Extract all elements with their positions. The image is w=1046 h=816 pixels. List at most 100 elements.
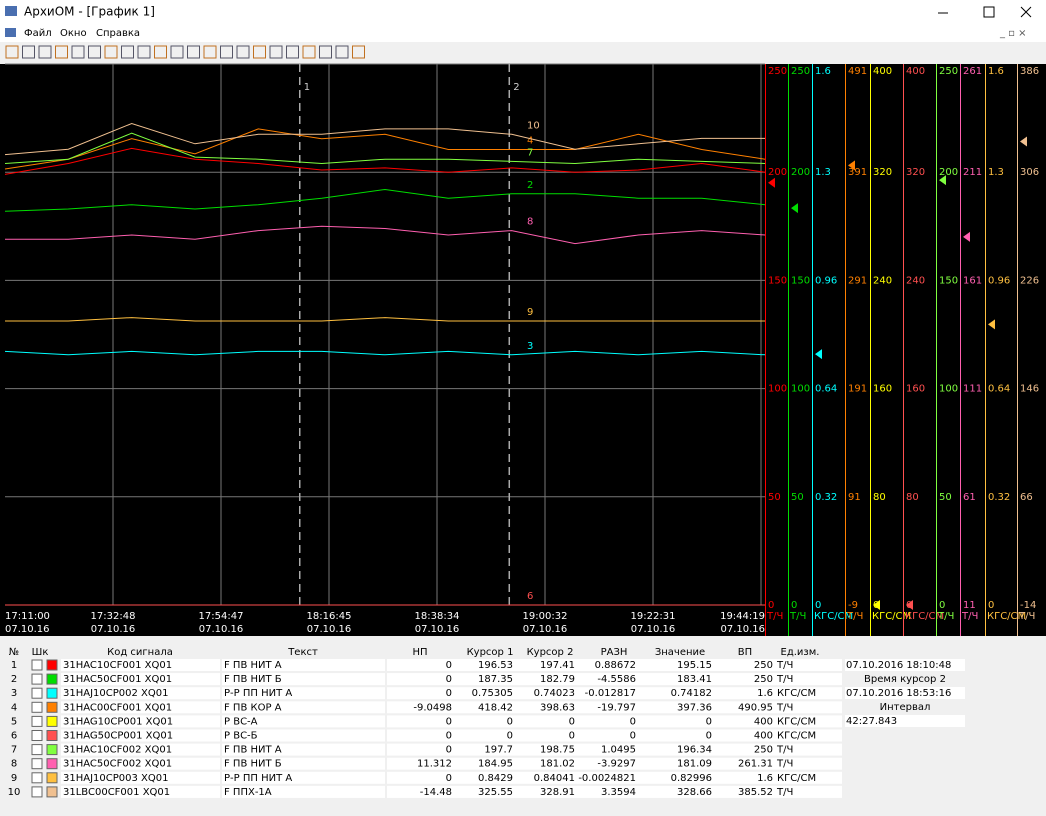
menu-item[interactable]: Окно bbox=[60, 28, 87, 39]
cursor-label: 1 bbox=[304, 82, 310, 93]
scale-tick-label: 0.32 bbox=[815, 492, 837, 503]
toolbar-button[interactable] bbox=[352, 45, 365, 59]
cell-cursor2: 398.63 bbox=[540, 702, 575, 713]
toolbar-button[interactable] bbox=[121, 45, 134, 59]
signal-text: F ПВ КОР А bbox=[224, 702, 282, 713]
cell-cursor2: 0 bbox=[569, 716, 575, 727]
row-number: 10 bbox=[8, 787, 21, 798]
color-swatch bbox=[46, 786, 58, 798]
scale-tick-label: 11 bbox=[963, 600, 976, 611]
toolbar-button[interactable] bbox=[170, 45, 184, 59]
x-tick-date: 07.10.16 bbox=[720, 624, 765, 635]
row-number: 1 bbox=[11, 660, 17, 671]
scale-tick-label: 400 bbox=[873, 66, 892, 77]
scale-tick-label: 50 bbox=[791, 492, 804, 503]
toolbar-button[interactable] bbox=[154, 45, 167, 59]
signal-text: F ПВ НИТ Б bbox=[224, 759, 282, 770]
checkbox[interactable] bbox=[31, 730, 43, 741]
x-tick-date: 07.10.16 bbox=[523, 624, 568, 635]
signal-code: 31HAC50CF002 XQ01 bbox=[63, 759, 172, 770]
menu-item[interactable]: Файл bbox=[24, 28, 52, 39]
toolbar-button[interactable] bbox=[55, 45, 68, 59]
toolbar-button[interactable] bbox=[22, 45, 35, 59]
cell-value: 183.41 bbox=[677, 674, 712, 685]
toolbar-button[interactable] bbox=[187, 45, 200, 59]
trend-label: 10 bbox=[527, 120, 540, 131]
scale-tick-label: 150 bbox=[768, 275, 787, 286]
cell-bg bbox=[222, 673, 385, 686]
checkbox[interactable] bbox=[31, 659, 43, 671]
color-swatch bbox=[46, 744, 58, 756]
signal-code: 31HAC10CF002 XQ01 bbox=[63, 745, 172, 756]
menu-bar bbox=[0, 24, 1046, 42]
scale-tick-label: 0.64 bbox=[815, 384, 837, 395]
checkbox[interactable] bbox=[31, 673, 43, 685]
scale-tick-label: 0 bbox=[768, 600, 774, 611]
cell-bg bbox=[61, 687, 220, 700]
toolbar-button[interactable] bbox=[302, 45, 316, 59]
checkbox[interactable] bbox=[31, 744, 43, 756]
toolbar-button[interactable] bbox=[220, 45, 233, 59]
cell-diff: 3.3594 bbox=[601, 787, 636, 798]
scale-tick-label: 1.6 bbox=[988, 66, 1004, 77]
color-swatch bbox=[46, 730, 58, 741]
cell-unit: Т/Ч bbox=[776, 674, 793, 685]
toolbar-button[interactable] bbox=[253, 45, 266, 59]
scale-tick-label: 386 bbox=[1020, 66, 1039, 77]
color-swatch bbox=[46, 687, 58, 699]
toolbar-button[interactable] bbox=[38, 45, 52, 59]
x-tick-date: 07.10.16 bbox=[307, 624, 352, 635]
maximize-button[interactable] bbox=[983, 6, 995, 18]
checkbox[interactable] bbox=[31, 715, 43, 727]
cell-np: 0 bbox=[446, 688, 452, 699]
toolbar-button[interactable] bbox=[137, 45, 151, 59]
scale-tick-label: 160 bbox=[906, 384, 925, 395]
checkbox[interactable] bbox=[31, 687, 43, 699]
checkbox[interactable] bbox=[31, 772, 43, 784]
color-swatch bbox=[46, 715, 58, 727]
toolbar-button[interactable] bbox=[286, 45, 299, 59]
cell-np: 0 bbox=[446, 660, 452, 671]
value-marker bbox=[963, 231, 970, 242]
toolbar-button[interactable] bbox=[335, 45, 349, 59]
panel-cell-bg bbox=[845, 687, 965, 699]
scale-tick-label: 240 bbox=[873, 275, 892, 286]
close-button[interactable] bbox=[1020, 6, 1032, 18]
toolbar-button[interactable] bbox=[88, 45, 101, 59]
toolbar-button[interactable] bbox=[71, 45, 85, 59]
cell-unit: Т/Ч bbox=[776, 702, 793, 713]
scale-unit: Т/Ч bbox=[789, 611, 806, 622]
toolbar-button[interactable] bbox=[269, 45, 283, 59]
cell-bg bbox=[222, 785, 385, 798]
cell-np: 0 bbox=[446, 773, 452, 784]
toolbar-button[interactable] bbox=[203, 45, 217, 59]
signal-text: Р-Р ПП НИТ А bbox=[224, 773, 292, 784]
row-number: 6 bbox=[11, 731, 17, 742]
scale-tick-label: 200 bbox=[939, 167, 958, 178]
cell-value: 195.15 bbox=[677, 660, 712, 671]
x-tick-date: 07.10.16 bbox=[91, 624, 136, 635]
trend-label: 9 bbox=[527, 307, 533, 318]
cell-unit: Т/Ч bbox=[776, 787, 793, 798]
cell-np: 0 bbox=[446, 716, 452, 727]
scale-tick-label: 0 bbox=[815, 600, 821, 611]
scale-unit: Т/Ч bbox=[846, 611, 863, 622]
cell-cursor2: 328.91 bbox=[540, 787, 575, 798]
signal-text: Р ВС-Б bbox=[224, 731, 258, 742]
toolbar-button[interactable] bbox=[104, 45, 118, 59]
toolbar-button[interactable] bbox=[5, 45, 19, 59]
menu-item[interactable]: Справка bbox=[96, 28, 140, 39]
scale-tick-label: 211 bbox=[963, 167, 982, 178]
checkbox[interactable] bbox=[31, 758, 43, 770]
cell-cursor2: 197.41 bbox=[540, 660, 575, 671]
toolbar-button[interactable] bbox=[319, 45, 332, 59]
scale-tick-label: 0 bbox=[988, 600, 994, 611]
mdi-controls[interactable]: _ ▫ × bbox=[999, 28, 1027, 39]
cell-vp: 250 bbox=[754, 660, 773, 671]
cell-bg bbox=[61, 771, 220, 784]
cell-cursor1: 196.53 bbox=[478, 660, 513, 671]
toolbar-button[interactable] bbox=[236, 45, 250, 59]
checkbox[interactable] bbox=[31, 701, 43, 713]
checkbox[interactable] bbox=[31, 786, 43, 798]
